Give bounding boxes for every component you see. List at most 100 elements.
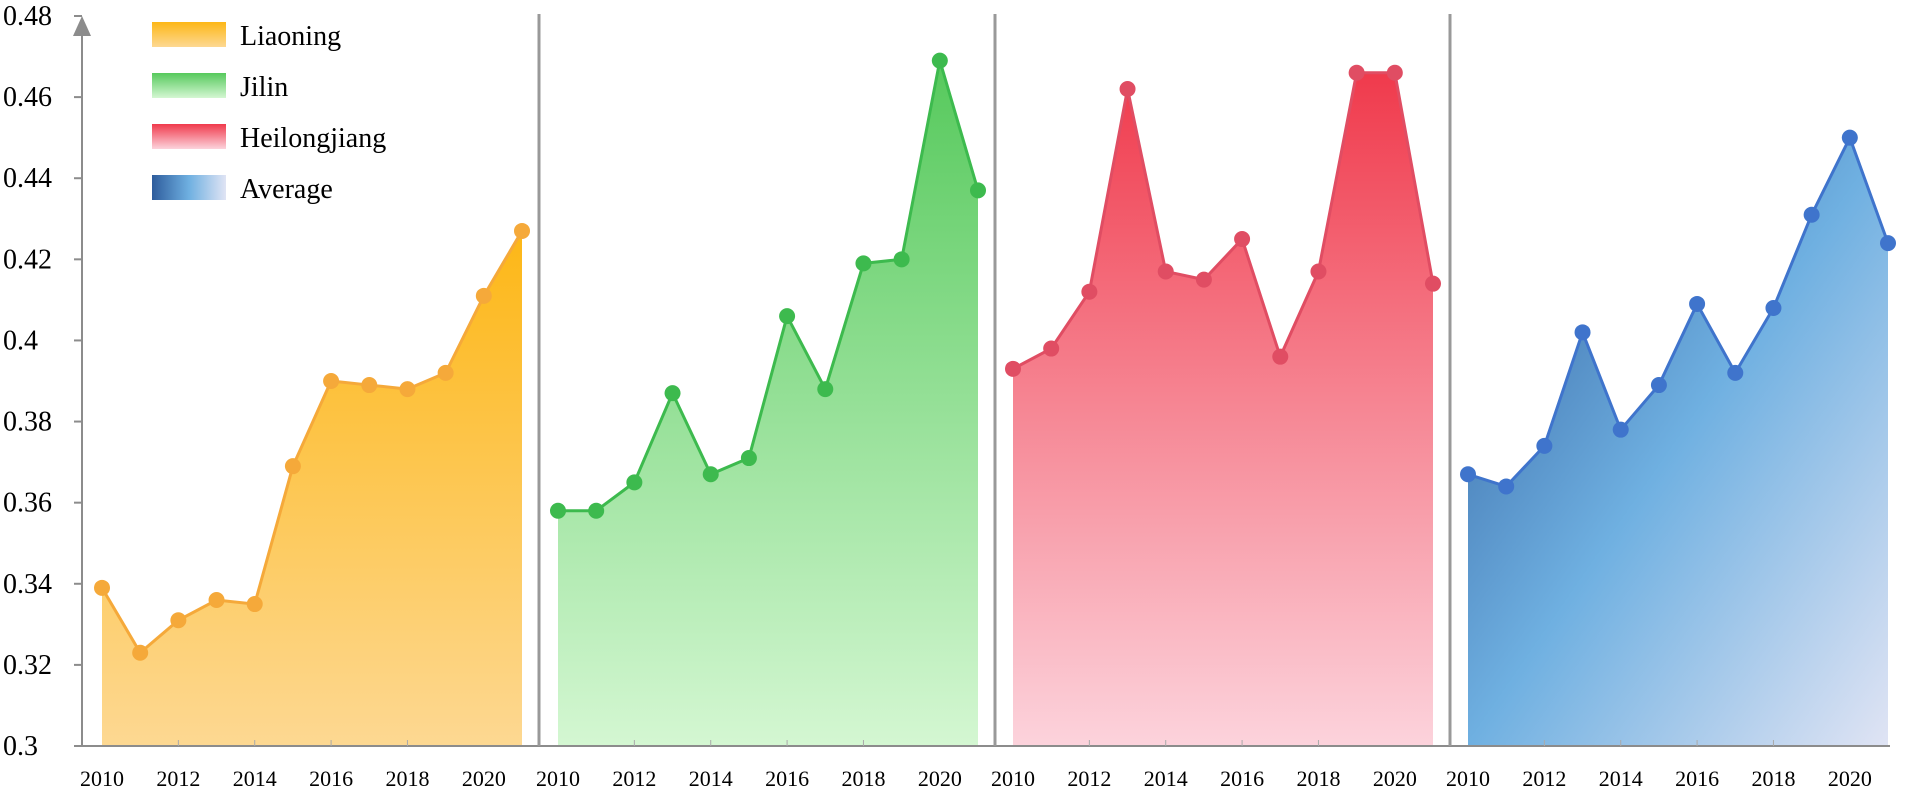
y-tick-label: 0.48 <box>3 1 52 32</box>
data-point-liaoning-2013 <box>208 592 225 608</box>
data-point-average-2018 <box>1765 300 1782 316</box>
y-tick-label: 0.32 <box>3 650 52 681</box>
data-point-heilongjiang-2011 <box>1043 340 1060 357</box>
data-point-jilin-2020 <box>931 52 948 69</box>
data-point-liaoning-2010 <box>94 579 110 596</box>
legend-swatch-average <box>152 175 226 200</box>
data-point-average-2016 <box>1689 295 1706 312</box>
x-tick-label: 2018 <box>1751 766 1795 791</box>
x-tick-label: 2016 <box>1220 766 1264 791</box>
data-point-liaoning-2015 <box>284 458 301 475</box>
data-point-heilongjiang-2012 <box>1081 283 1098 300</box>
data-point-heilongjiang-2013 <box>1119 81 1136 97</box>
x-tick-label: 2010 <box>991 766 1035 791</box>
data-point-liaoning-2012 <box>170 612 187 629</box>
data-point-jilin-2010 <box>550 502 566 519</box>
data-point-average-2015 <box>1650 377 1667 394</box>
data-point-liaoning-2016 <box>323 373 340 389</box>
y-tick-label: 0.38 <box>3 407 52 438</box>
x-tick-label: 2020 <box>462 766 506 791</box>
legend-label-jilin: Jilin <box>240 72 288 103</box>
data-point-average-2019 <box>1803 206 1820 223</box>
y-tick-label: 0.3 <box>3 731 38 762</box>
area-layer <box>102 60 1888 747</box>
x-tick-label: 2010 <box>80 766 124 791</box>
data-point-average-2014 <box>1612 421 1629 438</box>
data-point-heilongjiang-2015 <box>1195 271 1212 288</box>
y-tick-label: 0.36 <box>3 488 52 519</box>
data-point-heilongjiang-2017 <box>1272 348 1289 365</box>
series-line-average <box>1467 133 1890 489</box>
data-point-heilongjiang-2019 <box>1348 64 1365 81</box>
data-point-heilongjiang-2020 <box>1386 64 1403 81</box>
x-tick-label: 2012 <box>1067 766 1111 791</box>
x-tick-label: 2020 <box>1373 766 1417 791</box>
area-liaoning <box>102 230 522 746</box>
data-point-liaoning-2011 <box>132 644 149 661</box>
legend-swatch-liaoning <box>152 22 226 47</box>
data-point-heilongjiang-2018 <box>1310 263 1327 280</box>
x-tick-label: 2012 <box>156 766 200 791</box>
x-tick-label: 2018 <box>385 766 429 791</box>
data-point-liaoning-2017 <box>361 377 378 394</box>
legend-label-liaoning: Liaoning <box>240 21 341 52</box>
x-tick-label: 2016 <box>309 766 353 791</box>
area-heilongjiang <box>1013 72 1433 747</box>
x-tick-label: 2010 <box>536 766 580 791</box>
data-point-liaoning-2018 <box>399 381 416 398</box>
y-tick-label: 0.44 <box>3 163 52 194</box>
data-point-liaoning-2019 <box>437 364 454 381</box>
data-point-jilin-2013 <box>664 385 681 402</box>
data-point-jilin-2014 <box>702 466 719 483</box>
x-tick-label: 2010 <box>1446 766 1490 791</box>
x-tick-label: 2014 <box>1599 766 1643 791</box>
legend-label-average: Average <box>240 174 333 205</box>
x-tick-label: 2014 <box>689 766 733 791</box>
data-point-jilin-2017 <box>817 381 834 398</box>
legend: Liaoning Jilin Heilongjiang Average <box>152 21 386 205</box>
x-tick-label: 2018 <box>1296 766 1340 791</box>
data-point-average-2021 <box>1880 235 1896 252</box>
x-tick-label: 2016 <box>765 766 809 791</box>
area-jilin <box>558 60 978 747</box>
data-point-jilin-2018 <box>855 255 872 272</box>
area-average <box>1468 137 1888 746</box>
axes-layer: 0.3 0.32 0.34 0.36 0.38 0.4 0.42 0.44 0.46 0.48 20… <box>3 1 1890 791</box>
series-line-liaoning <box>100 230 524 656</box>
data-point-average-2020 <box>1841 129 1858 146</box>
data-point-liaoning-2021 <box>514 222 530 239</box>
x-tick-label: 2012 <box>1522 766 1566 791</box>
x-tick-label: 2020 <box>918 766 962 791</box>
legend-swatch-heilongjiang <box>152 124 226 149</box>
data-point-jilin-2012 <box>626 474 643 491</box>
data-point-jilin-2016 <box>779 308 796 325</box>
data-point-average-2011 <box>1498 478 1515 495</box>
y-tick-label: 0.46 <box>3 82 52 113</box>
data-point-liaoning-2020 <box>475 287 492 304</box>
x-tick-label: 2012 <box>612 766 656 791</box>
data-point-average-2017 <box>1727 364 1744 381</box>
legend-swatch-jilin <box>152 73 226 98</box>
line-layer <box>94 52 1896 661</box>
data-point-average-2010 <box>1460 466 1476 483</box>
data-point-jilin-2021 <box>970 182 986 199</box>
data-point-jilin-2019 <box>893 251 910 268</box>
data-point-heilongjiang-2016 <box>1234 231 1251 248</box>
data-point-average-2013 <box>1574 324 1591 341</box>
data-point-jilin-2015 <box>740 450 757 467</box>
y-axis-arrow-icon <box>73 16 91 36</box>
y-tick-label: 0.34 <box>3 569 52 600</box>
data-point-heilongjiang-2010 <box>1005 360 1021 377</box>
x-tick-label: 2014 <box>233 766 277 791</box>
legend-label-heilongjiang: Heilongjiang <box>240 123 386 154</box>
y-tick-label: 0.42 <box>3 244 52 275</box>
x-tick-label: 2014 <box>1144 766 1188 791</box>
x-tick-label: 2020 <box>1828 766 1872 791</box>
x-tick-label: 2018 <box>841 766 885 791</box>
data-point-average-2012 <box>1536 437 1553 454</box>
data-point-jilin-2011 <box>588 502 605 519</box>
data-point-heilongjiang-2014 <box>1157 263 1174 280</box>
y-tick-label: 0.4 <box>3 325 38 356</box>
data-point-heilongjiang-2021 <box>1425 275 1441 292</box>
